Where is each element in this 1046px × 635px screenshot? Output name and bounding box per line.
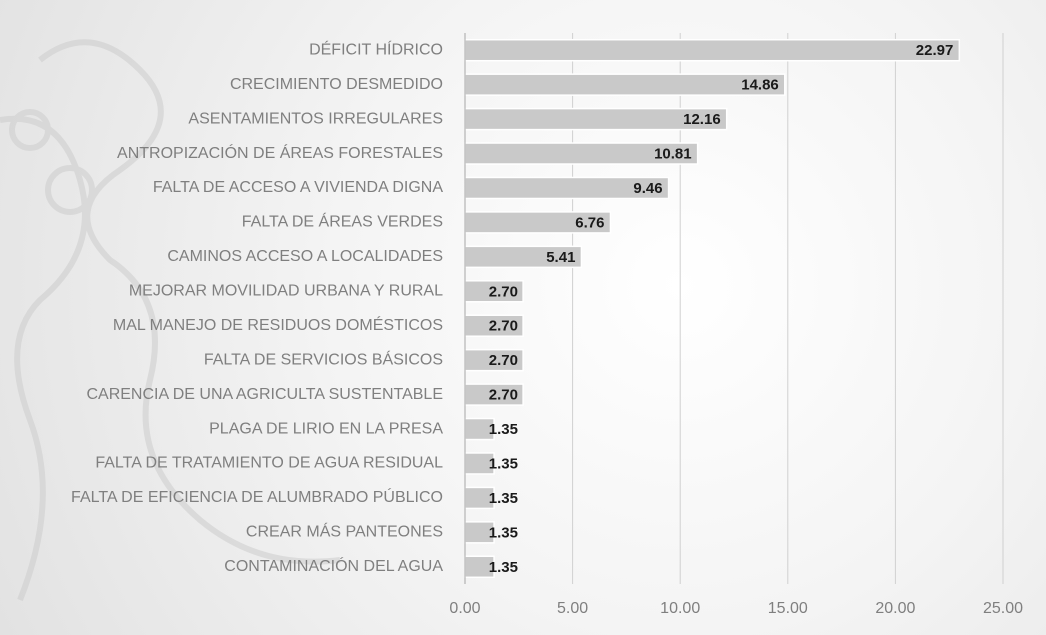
- category-label: CONTAMINACIÓN DEL AGUA: [224, 556, 443, 575]
- value-label: 1.35: [489, 490, 518, 507]
- x-tick-label: 20.00: [875, 600, 915, 617]
- x-tick-label: 25.00: [983, 600, 1023, 617]
- bar: [464, 38, 961, 62]
- value-label: 1.35: [489, 524, 518, 541]
- value-label: 2.70: [489, 283, 518, 300]
- background-ornament: [0, 39, 341, 602]
- bar: [464, 73, 786, 96]
- category-label: CAMINOS ACCESO A LOCALIDADES: [167, 248, 443, 265]
- value-label: 2.70: [489, 318, 518, 335]
- category-label: FALTA DE EFICIENCIA DE ALUMBRADO PÚBLICO: [71, 487, 443, 506]
- category-label: CREAR MÁS PANTEONES: [246, 522, 443, 541]
- value-label: 1.35: [489, 421, 518, 438]
- x-tick-label: 15.00: [768, 600, 808, 617]
- category-label: FALTA DE ACCESO A VIVIENDA DIGNA: [153, 179, 444, 196]
- x-tick-label: 10.00: [660, 600, 700, 617]
- category-label: FALTA DE TRATAMIENTO DE AGUA RESIDUAL: [95, 455, 443, 472]
- category-label: CARENCIA DE UNA AGRICULTA SUSTENTABLE: [86, 386, 443, 403]
- category-label: FALTA DE ÁREAS VERDES: [242, 212, 443, 231]
- value-label: 2.70: [489, 387, 518, 404]
- category-label: MAL MANEJO DE RESIDUOS DOMÉSTICOS: [113, 315, 443, 334]
- category-label: DÉFICIT HÍDRICO: [309, 39, 443, 58]
- value-label: 1.35: [489, 455, 518, 472]
- value-label: 12.16: [683, 111, 721, 128]
- x-tick-label: 0.00: [449, 600, 480, 617]
- value-label: 5.41: [546, 249, 575, 266]
- value-label: 9.46: [633, 180, 662, 197]
- value-label: 2.70: [489, 352, 518, 369]
- value-label: 6.76: [575, 214, 604, 231]
- category-label: MEJORAR MOVILIDAD URBANA Y RURAL: [129, 283, 443, 300]
- value-label: 1.35: [489, 559, 518, 576]
- category-label: PLAGA DE LIRIO EN LA PRESA: [209, 420, 443, 437]
- category-label: ANTROPIZACIÓN DE ÁREAS FORESTALES: [117, 143, 443, 162]
- category-label: ASENTAMIENTOS IRREGULARES: [188, 110, 443, 127]
- value-label: 22.97: [916, 42, 954, 59]
- x-tick-label: 5.00: [557, 600, 588, 617]
- category-label: CRECIMIENTO DESMEDIDO: [230, 76, 443, 93]
- category-label: FALTA DE SERVICIOS BÁSICOS: [204, 349, 443, 368]
- value-label: 10.81: [654, 146, 692, 163]
- value-label: 14.86: [741, 77, 779, 94]
